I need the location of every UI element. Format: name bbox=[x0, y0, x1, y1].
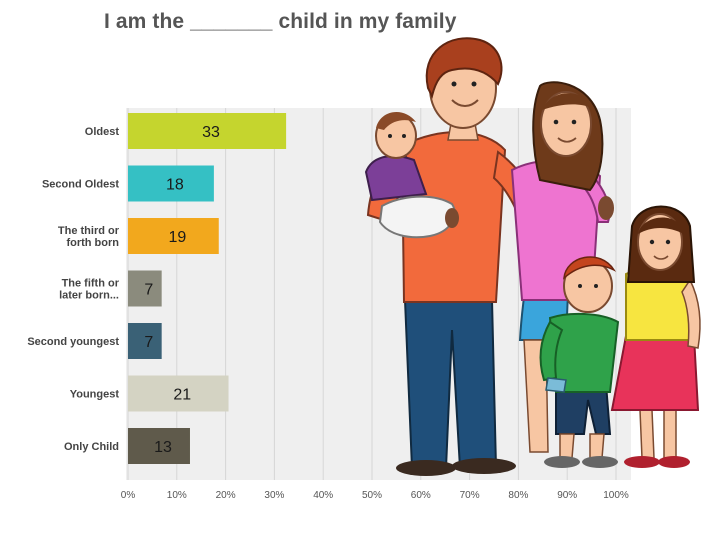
baby-figure bbox=[364, 111, 459, 239]
data-label: 33 bbox=[202, 124, 220, 141]
data-label: 7 bbox=[144, 282, 153, 299]
x-tick-label: 10% bbox=[167, 490, 187, 501]
data-labels: 33 18 19 7 7 21 13 bbox=[144, 124, 220, 456]
x-tick-label: 60% bbox=[411, 490, 431, 501]
category-label: The third or forth born bbox=[58, 225, 120, 249]
data-label: 21 bbox=[173, 387, 191, 404]
bar bbox=[128, 113, 287, 149]
category-label: Second youngest bbox=[27, 336, 119, 348]
category-label: Second Oldest bbox=[42, 179, 119, 191]
bar bbox=[128, 165, 214, 202]
boy-figure bbox=[539, 256, 620, 468]
category-label: The fifth or later born... bbox=[59, 278, 120, 302]
category-label: Only Child bbox=[64, 441, 119, 453]
father-figure bbox=[366, 37, 550, 476]
x-tick-label: 30% bbox=[264, 490, 284, 501]
data-label: 13 bbox=[154, 439, 172, 456]
category-label: Oldest bbox=[85, 126, 120, 138]
x-tick-label: 50% bbox=[362, 490, 382, 501]
data-label: 18 bbox=[166, 177, 184, 194]
data-label: 19 bbox=[168, 229, 186, 246]
x-tick-label: 0% bbox=[121, 490, 136, 501]
bar bbox=[128, 218, 219, 254]
category-label: Youngest bbox=[70, 389, 120, 401]
x-tick-label: 90% bbox=[557, 490, 577, 501]
data-label: 7 bbox=[144, 334, 153, 351]
bar bbox=[128, 375, 229, 412]
bars bbox=[128, 113, 287, 464]
family-illustration bbox=[364, 37, 701, 476]
page-title: I am the _______ child in my family bbox=[104, 10, 457, 33]
bar bbox=[128, 323, 162, 359]
x-tick-label: 100% bbox=[603, 490, 629, 501]
category-labels: Oldest Second Oldest The third or forth bor… bbox=[27, 126, 119, 453]
bar bbox=[128, 428, 190, 464]
x-axis-ticks: 0% 10% 20% 30% 40% 50% 60% 70% 80% 90% 100% bbox=[121, 490, 629, 501]
bar bbox=[128, 270, 162, 307]
x-tick-label: 20% bbox=[216, 490, 236, 501]
x-tick-label: 70% bbox=[460, 490, 480, 501]
girl-figure bbox=[610, 205, 701, 468]
x-tick-label: 80% bbox=[508, 490, 528, 501]
x-tick-label: 40% bbox=[313, 490, 333, 501]
